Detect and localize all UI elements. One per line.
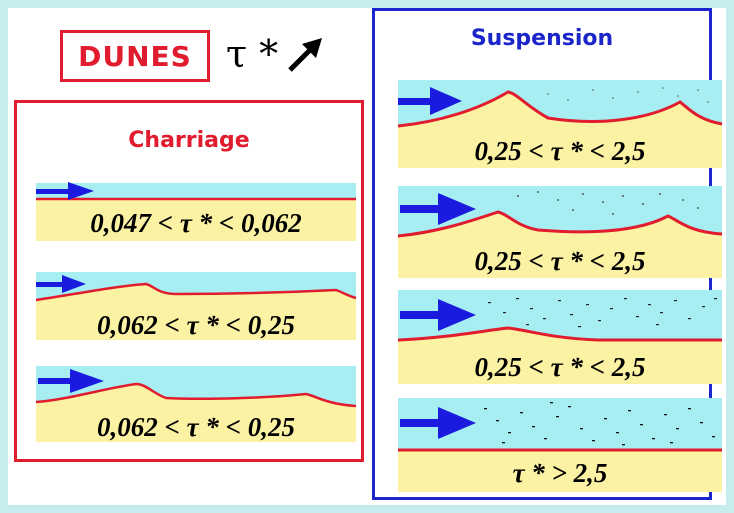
flow-arrow-icon bbox=[398, 87, 462, 115]
suspension-threshold-label: τ * > 2,5 bbox=[512, 458, 608, 488]
suspension-strip-low-bed: 0,25 < τ * < 2,5 bbox=[397, 290, 722, 384]
flow-arrow-icon bbox=[400, 407, 476, 439]
charriage-threshold-label: 0,047 < τ * < 0,062 bbox=[90, 208, 302, 238]
charriage-panel bbox=[14, 100, 364, 462]
tau-increase-title: τ * bbox=[226, 28, 328, 80]
dunes-title: DUNES bbox=[78, 39, 192, 73]
suspension-threshold-label: 0,25 < τ * < 2,5 bbox=[474, 246, 646, 276]
flow-arrow-icon bbox=[38, 369, 104, 393]
suspension-strip-dunes-medium: 0,25 < τ * < 2,5 bbox=[397, 186, 723, 278]
dunes-title-box: DUNES bbox=[60, 30, 210, 82]
charriage-strip-small-ripples: 0,062 < τ * < 0,25 bbox=[35, 272, 357, 340]
suspension-strip-dunes-sparse: 0,25 < τ * < 2,5 bbox=[397, 80, 723, 168]
charriage-threshold-label: 0,062 < τ * < 0,25 bbox=[96, 412, 295, 442]
increase-arrow-icon bbox=[288, 38, 323, 72]
flow-arrow-icon bbox=[400, 299, 476, 331]
suspension-strip-flat: τ * > 2,5 bbox=[398, 398, 722, 492]
flow-arrow-icon bbox=[36, 275, 86, 293]
charriage-strip-flat: 0,047 < τ * < 0,062 bbox=[36, 182, 356, 241]
suspension-threshold-label: 0,25 < τ * < 2,5 bbox=[474, 136, 646, 166]
suspension-threshold-label: 0,25 < τ * < 2,5 bbox=[474, 352, 646, 382]
charriage-title: Charriage bbox=[128, 128, 250, 153]
charriage-threshold-label: 0,062 < τ * < 0,25 bbox=[96, 310, 295, 340]
suspension-title: Suspension bbox=[470, 26, 614, 51]
flow-arrow-icon bbox=[400, 193, 476, 225]
charriage-strip-dunes: 0,062 < τ * < 0,25 bbox=[35, 366, 357, 442]
tau-label: τ * bbox=[226, 32, 279, 76]
flow-arrow-icon bbox=[36, 182, 94, 200]
